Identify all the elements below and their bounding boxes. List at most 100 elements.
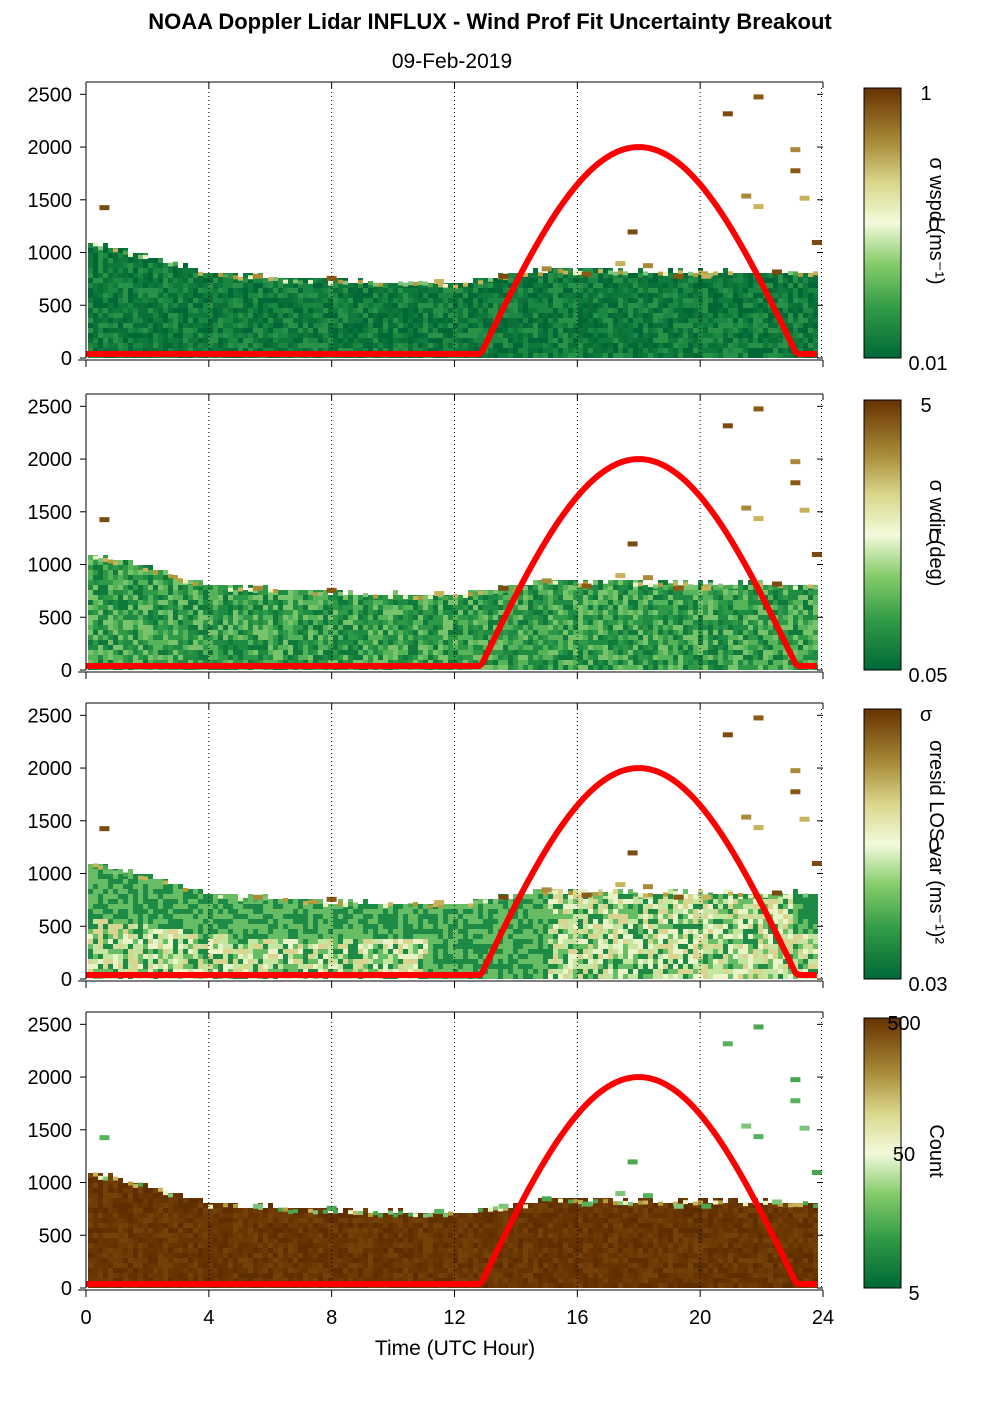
heatmap-cell xyxy=(633,303,638,308)
heatmap-cell xyxy=(373,348,378,353)
heatmap-cell xyxy=(743,343,748,348)
heatmap-cell xyxy=(368,595,373,600)
heatmap-cell xyxy=(448,630,453,635)
heatmap-cell xyxy=(203,323,208,328)
heatmap-cell xyxy=(123,338,128,343)
heatmap-cell xyxy=(293,279,298,284)
heatmap-cell xyxy=(108,595,113,600)
heatmap-cell xyxy=(388,328,393,333)
heatmap-cell xyxy=(748,278,753,283)
heatmap-cell xyxy=(88,253,93,258)
heatmap-cell xyxy=(373,343,378,348)
heatmap-cell xyxy=(258,343,263,348)
heatmap-cell xyxy=(383,348,388,353)
heatmap-cell xyxy=(663,333,668,338)
heatmap-cell xyxy=(123,595,128,600)
heatmap-cell xyxy=(123,293,128,298)
heatmap-cell xyxy=(498,655,503,660)
heatmap-cell xyxy=(463,630,468,635)
heatmap-cell xyxy=(558,313,563,318)
heatmap-cell xyxy=(688,650,693,655)
heatmap-cell xyxy=(648,665,653,670)
heatmap-cell xyxy=(153,333,158,338)
heatmap-cell xyxy=(633,660,638,665)
heatmap-cell xyxy=(533,625,538,630)
heatmap-cell xyxy=(363,610,368,615)
heatmap-cell xyxy=(493,650,498,655)
heatmap-cell xyxy=(743,313,748,318)
heatmap-cell xyxy=(228,587,233,592)
heatmap-cell xyxy=(618,288,623,293)
heatmap-cell xyxy=(658,343,663,348)
heatmap-cell xyxy=(733,635,738,640)
heatmap-cell xyxy=(238,328,243,333)
heatmap-cell xyxy=(203,645,208,650)
heatmap-cell xyxy=(158,293,163,298)
heatmap-cell xyxy=(773,353,778,358)
heatmap-cell xyxy=(388,620,393,625)
heatmap-cell xyxy=(443,630,448,635)
heatmap-cell xyxy=(548,650,553,655)
heatmap-cell xyxy=(198,605,203,610)
heatmap-cell xyxy=(463,333,468,338)
heatmap-cell xyxy=(628,318,633,323)
heatmap-cell xyxy=(208,655,213,660)
heatmap-cell xyxy=(568,605,573,610)
heatmap-cell xyxy=(368,318,373,323)
heatmap-cell xyxy=(578,268,583,273)
heatmap-cell xyxy=(688,323,693,328)
heatmap-cell xyxy=(648,298,653,303)
heatmap-cell xyxy=(508,645,513,650)
heatmap-cell xyxy=(153,640,158,645)
heatmap-cell xyxy=(643,620,648,625)
heatmap-cell xyxy=(363,600,368,605)
heatmap-cell xyxy=(403,645,408,650)
heatmap-cell xyxy=(448,600,453,605)
heatmap-cell xyxy=(293,605,298,610)
heatmap-cell xyxy=(113,575,118,580)
heatmap-cell xyxy=(103,625,108,630)
heatmap-cell xyxy=(218,590,223,595)
heatmap-cell xyxy=(478,635,483,640)
heatmap-cell xyxy=(218,318,223,323)
heatmap-cell xyxy=(93,640,98,645)
heatmap-cell xyxy=(153,595,158,600)
heatmap-cell xyxy=(518,605,523,610)
heatmap-cell xyxy=(798,343,803,348)
heatmap-cell xyxy=(518,293,523,298)
heatmap-cell xyxy=(683,313,688,318)
heatmap-cell xyxy=(433,313,438,318)
heatmap-cell xyxy=(563,650,568,655)
heatmap-cell xyxy=(528,328,533,333)
heatmap-cell xyxy=(268,288,273,293)
heatmap-cell xyxy=(658,338,663,343)
heatmap-cell xyxy=(223,605,228,610)
heatmap-cell xyxy=(703,348,708,353)
heatmap-cell xyxy=(188,600,193,605)
heatmap-cell xyxy=(393,655,398,660)
heatmap-cell xyxy=(543,333,548,338)
heatmap-cell xyxy=(128,313,133,318)
heatmap-cell xyxy=(138,338,143,343)
heatmap-cell xyxy=(683,640,688,645)
heatmap-cell xyxy=(543,655,548,660)
heatmap-cell xyxy=(263,585,268,590)
heatmap-cell xyxy=(563,585,568,590)
heatmap-cell xyxy=(98,580,103,585)
heatmap-cell xyxy=(338,615,343,620)
heatmap-cell xyxy=(608,655,613,660)
heatmap-cell xyxy=(443,620,448,625)
heatmap-cell xyxy=(618,303,623,308)
heatmap-cell xyxy=(243,313,248,318)
heatmap-cell xyxy=(558,308,563,313)
heatmap-cell xyxy=(328,600,333,605)
heatmap-cell xyxy=(393,660,398,665)
heatmap-cell xyxy=(408,625,413,630)
heatmap-cell xyxy=(688,610,693,615)
heatmap-cell xyxy=(798,318,803,323)
heatmap-cell xyxy=(343,600,348,605)
colorbar-tick-label: 1 xyxy=(920,83,931,105)
heatmap-cell xyxy=(438,313,443,318)
heatmap-cell xyxy=(653,600,658,605)
heatmap-cell xyxy=(98,660,103,665)
